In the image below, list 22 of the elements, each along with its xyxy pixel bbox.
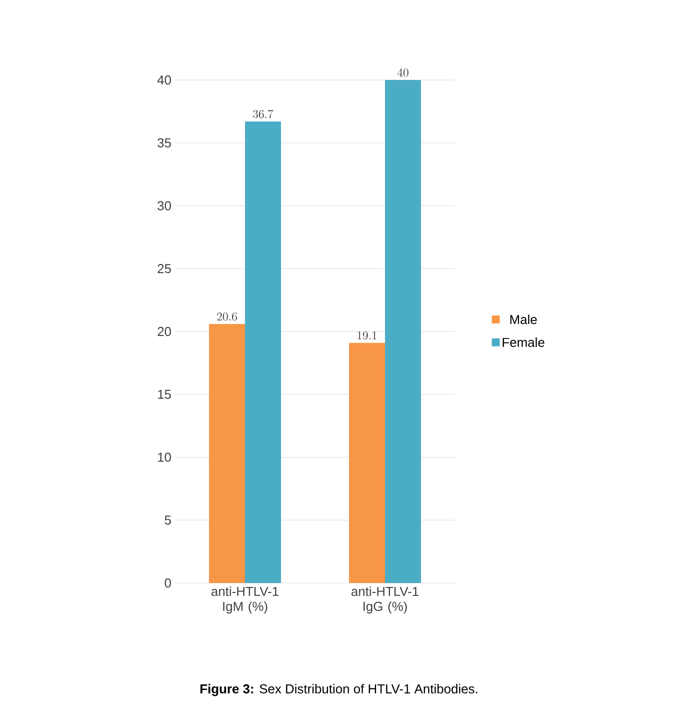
y-tick-label: 5 [164,516,171,525]
y-tick-label: 25 [158,264,171,274]
legend-label: Male [510,314,537,324]
legend-label: Female [502,337,544,347]
y-tick-label: 15 [158,390,171,399]
y-tick-label: 10 [158,452,171,462]
data-label: 20.6 [217,312,237,321]
y-tick-label: 40 [157,75,171,85]
y-tick-label: 0 [164,578,171,588]
data-label: 36.7 [253,110,274,118]
x-tick-label: anti-HTLV-1 IgG (%) [351,586,418,614]
bar [385,80,422,583]
bar [209,324,246,583]
y-tick-label: 35 [158,138,171,148]
bar [349,342,386,583]
data-label: 40 [397,68,408,77]
bar [245,121,282,583]
x-tick-label: anti-HTLV-1 IgM (%) [211,586,278,614]
y-tick-label: 30 [158,201,171,210]
text: Figure 3: Sex Distribution of HTLV-1 Antibodies. [200,684,478,696]
y-tick-label: 20 [158,326,171,336]
data-label: 19. 1 [358,331,376,340]
